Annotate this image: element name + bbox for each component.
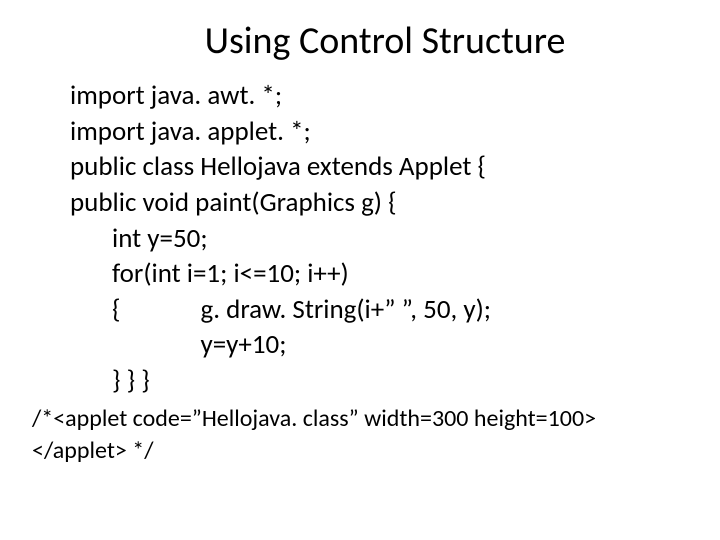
code-stmt: y=y+10; [121, 327, 287, 363]
footer-block: /*<applet code=”Hellojava. class” width=… [28, 403, 692, 468]
code-brace: { [112, 293, 121, 326]
code-line: public void paint(Graphics g) { [70, 185, 692, 221]
code-line: for(int i=1; i<=10; i++) [70, 256, 692, 292]
footer-line: /*<applet code=”Hellojava. class” width=… [32, 403, 692, 435]
code-line: import java. applet. *; [70, 114, 692, 150]
code-line: import java. awt. *; [70, 78, 692, 114]
slide-title: Using Control Structure [28, 18, 692, 64]
code-line: } } } [70, 363, 692, 399]
code-line: int y=50; [70, 221, 692, 257]
code-stmt: g. draw. String(i+” ”, 50, y); [121, 292, 491, 328]
code-line: public class Hellojava extends Applet { [70, 149, 692, 185]
code-line: {y=y+10; [70, 327, 692, 363]
footer-line: </applet> */ [32, 435, 692, 467]
slide: Using Control Structure import java. awt… [0, 0, 720, 540]
code-line: {g. draw. String(i+” ”, 50, y); [70, 292, 692, 328]
code-block: import java. awt. *; import java. applet… [28, 78, 692, 399]
